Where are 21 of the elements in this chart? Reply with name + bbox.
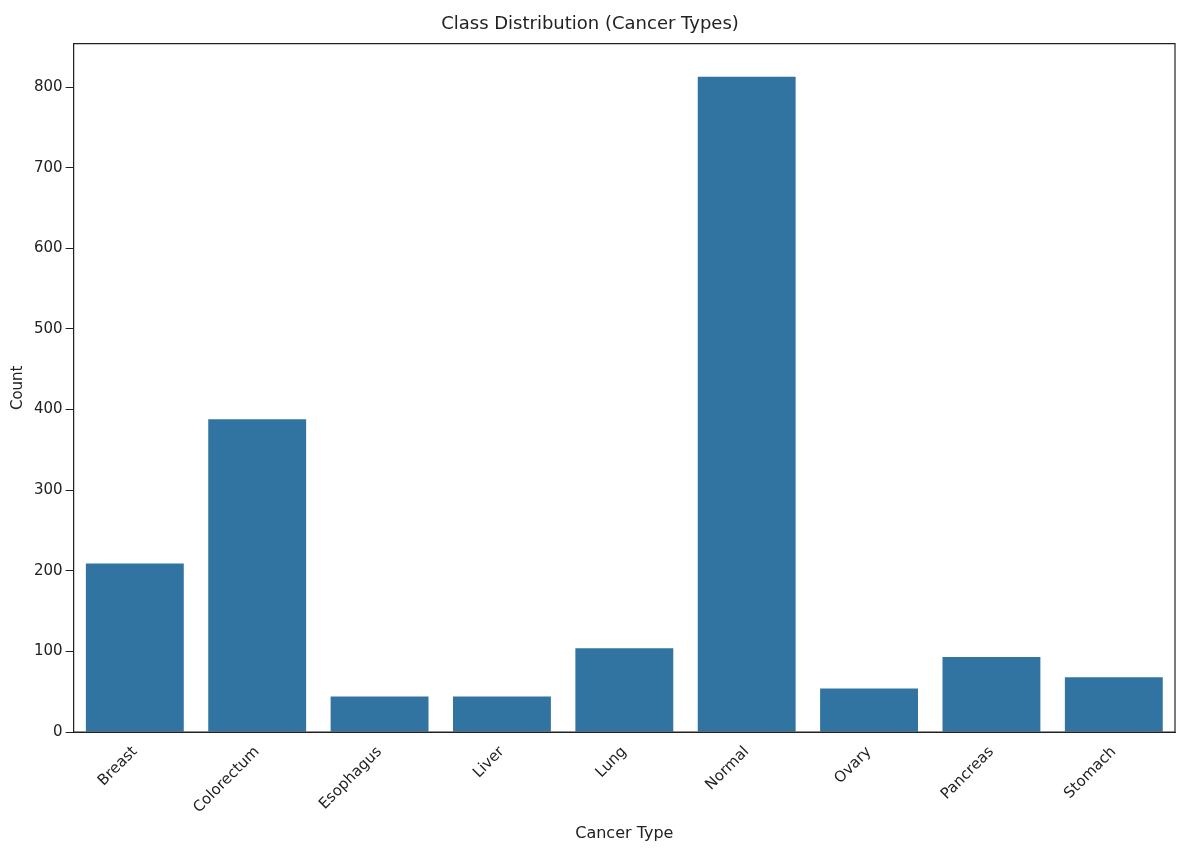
chart-title: Class Distribution (Cancer Types) [441,12,739,34]
bar [452,696,551,732]
bar [1064,677,1163,732]
y-tick-label: 100 [33,641,63,660]
y-tick-label: 500 [33,318,63,337]
y-tick-label: 300 [33,480,63,499]
bar [330,696,429,732]
y-tick-label: 200 [33,560,63,579]
y-axis-title: Count [7,365,26,411]
x-axis-title: Cancer Type [575,822,674,842]
bar [208,419,307,732]
bar [697,76,796,732]
y-tick-label: 400 [33,399,63,418]
bar [575,648,674,732]
y-tick-label: 800 [33,77,63,96]
y-tick-label: 0 [53,721,63,740]
y-tick-label: 600 [33,238,63,257]
bar [820,688,919,732]
bar [942,657,1041,732]
bar [85,563,184,732]
y-tick-label: 700 [33,157,63,176]
